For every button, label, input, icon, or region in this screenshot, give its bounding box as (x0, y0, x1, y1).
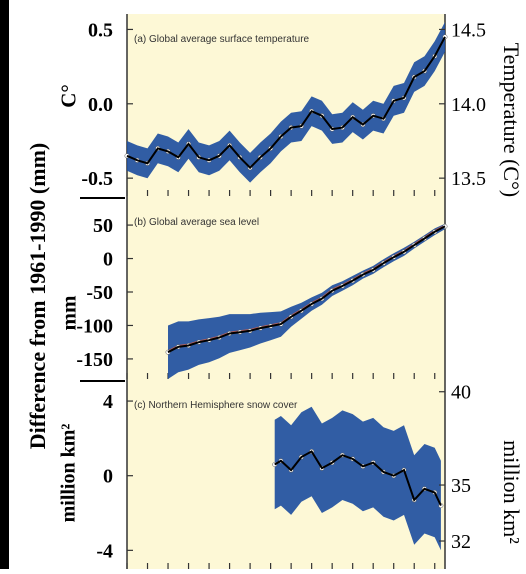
y-tick-label-left: 50 (93, 215, 113, 237)
y-tick-label-left: 0.0 (88, 94, 113, 116)
series-line (274, 450, 442, 507)
y-axis-label-a-right: Temperature (C°) (499, 42, 524, 198)
y-axis-label-c-right: million km² (499, 440, 524, 544)
y-axis-label-main: Difference from 1961-1990 (mm) (25, 142, 50, 450)
y-tick-label-left: 0 (103, 249, 113, 271)
y-tick-label-left: -0.5 (81, 168, 113, 190)
series-line-secondary (167, 224, 446, 352)
y-tick-label-left: -100 (76, 315, 113, 337)
y-tick-label-left: -4 (96, 540, 113, 562)
y-tick-label-left: -50 (86, 282, 113, 304)
y-tick-label-left: 0.5 (88, 19, 113, 41)
y-tick-label-right: 32 (451, 531, 471, 553)
y-tick-label-right: 14.5 (451, 19, 486, 41)
y-tick-label-left: 4 (103, 391, 113, 413)
panel-title: (b) Global average sea level (134, 217, 259, 228)
y-axis-label-b-left: mm (56, 295, 81, 331)
y-tick-label-right: 13.5 (451, 168, 486, 190)
y-axis-label-a-left: C° (56, 84, 81, 108)
left-border-bar (0, 0, 9, 569)
y-tick-label-left: 0 (103, 466, 113, 488)
series-line (167, 225, 446, 354)
y-tick-label-left: -150 (76, 349, 113, 371)
uncertainty-band (274, 406, 441, 551)
series-line (126, 36, 446, 170)
panel-a: (a) Global average surface temperature 0.… (81, 19, 486, 196)
panel-title: (a) Global average surface temperature (134, 34, 310, 45)
panel-b: (b) Global average sea level 50 0 -50 -100 -1… (76, 215, 448, 379)
y-tick-label-right: 40 (451, 382, 471, 404)
y-axis-label-c-left: million km² (57, 423, 80, 523)
y-tick-label-right: 35 (451, 475, 471, 497)
y-tick-label-right: 14.0 (451, 94, 486, 116)
panel-c: (c) Northern Hemisphere snow cover40-440… (96, 382, 471, 569)
panel-title: (c) Northern Hemisphere snow cover (134, 400, 298, 411)
uncertainty-band (168, 223, 445, 379)
